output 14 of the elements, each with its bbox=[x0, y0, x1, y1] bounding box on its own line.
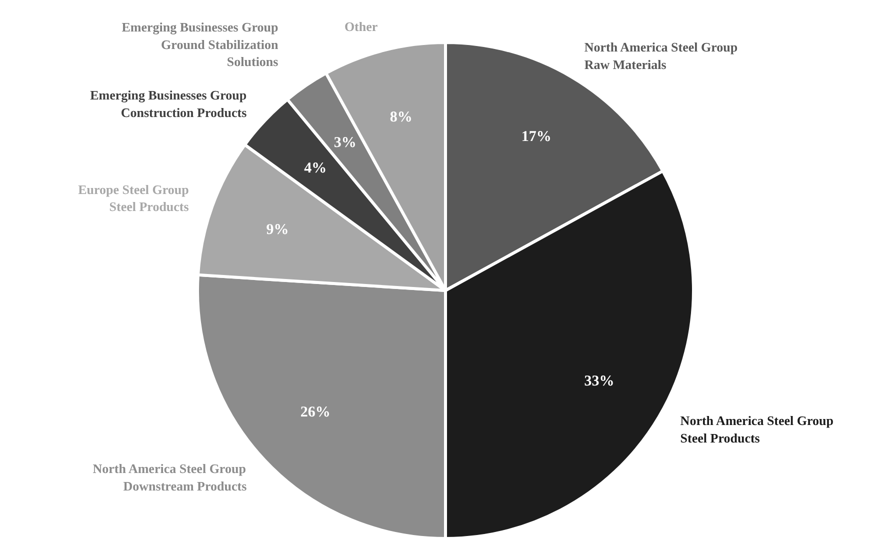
slice-label: Europe Steel Group Steel Products bbox=[78, 182, 189, 214]
slice-label: Other bbox=[344, 18, 378, 34]
slice-label: North America Steel Group Downstream Products bbox=[92, 461, 247, 494]
data-label: 9% bbox=[266, 222, 289, 238]
data-label: 4% bbox=[304, 160, 327, 176]
data-label: 26% bbox=[300, 404, 330, 421]
slice-label: Emerging Businesses Group Construction Products bbox=[90, 88, 247, 120]
data-label: 3% bbox=[334, 134, 356, 151]
data-label: 33% bbox=[584, 373, 614, 390]
slice-label: Emerging Businesses Group Ground Stabilization Solutions bbox=[122, 20, 279, 70]
data-label: 8% bbox=[390, 110, 412, 126]
data-label: 17% bbox=[521, 128, 552, 145]
slice-label: North America Steel Group Steel Products bbox=[680, 413, 834, 446]
slice-label: North America Steel Group Raw Materials bbox=[584, 40, 738, 72]
